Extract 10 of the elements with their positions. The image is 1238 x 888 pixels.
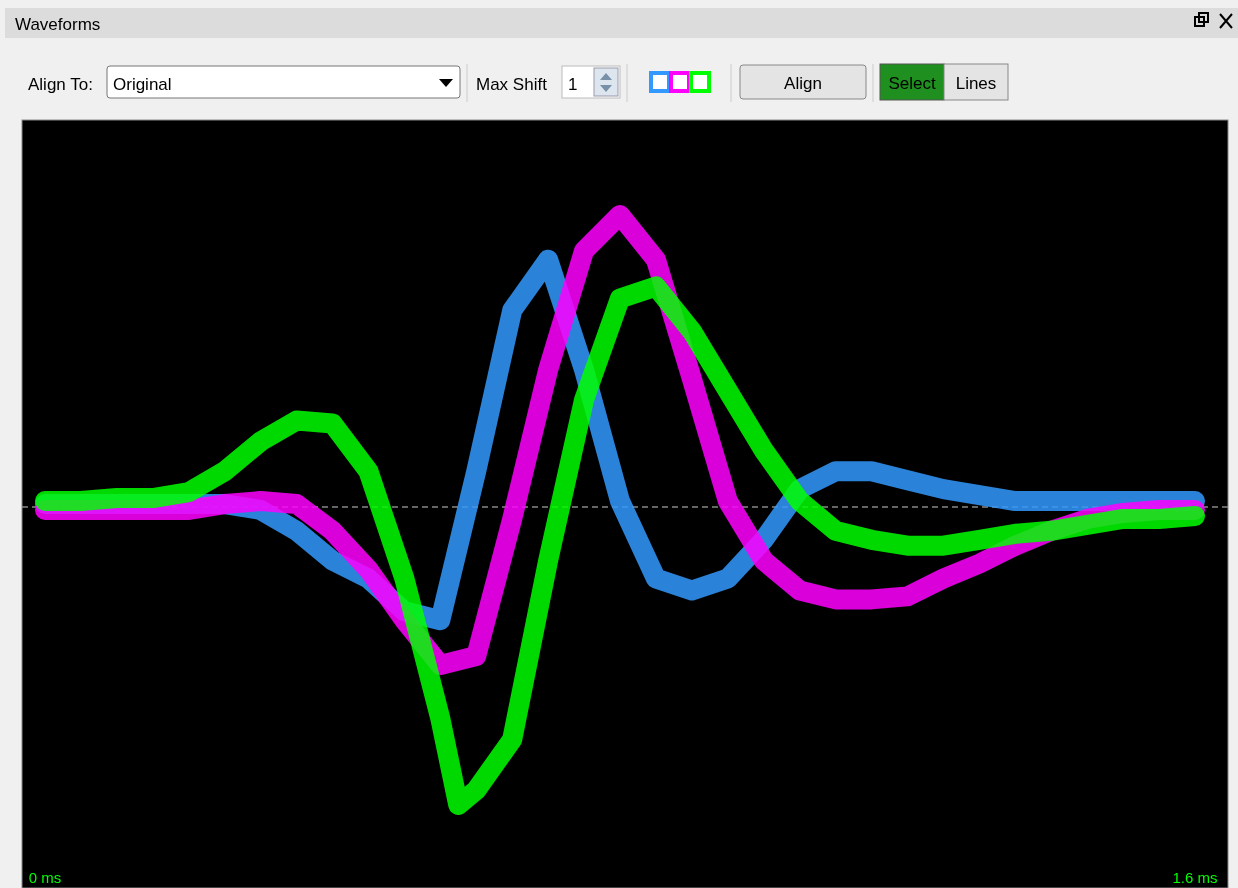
- text: 1: [568, 75, 578, 94]
- text: Select: [888, 74, 936, 93]
- text: Original: [113, 75, 172, 94]
- text: Align: [784, 74, 822, 93]
- text: Lines: [955, 74, 997, 93]
- x-tick-label: 1.6 ms: [1172, 869, 1218, 886]
- x-tick-label: 0 ms: [28, 869, 62, 886]
- text: Max Shift: [476, 75, 548, 94]
- chart-title: Waveforms: [15, 15, 101, 34]
- text: Align To:: [28, 75, 93, 94]
